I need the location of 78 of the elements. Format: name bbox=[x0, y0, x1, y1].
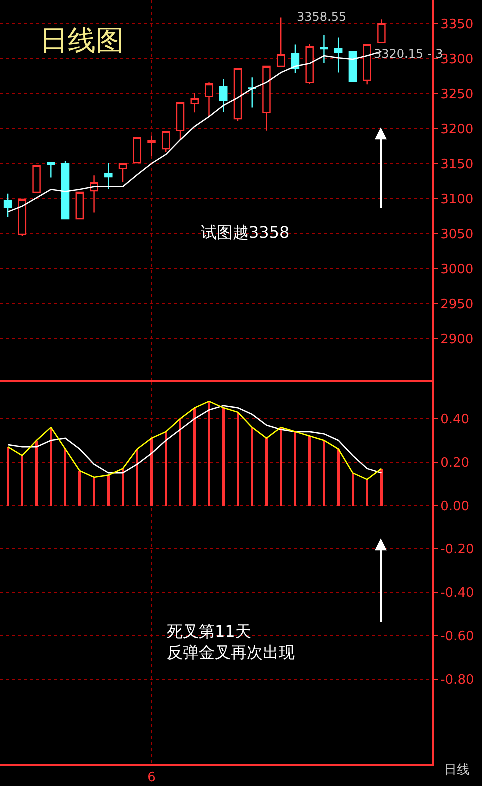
y-tick-label: 3150 bbox=[440, 157, 474, 172]
bar bbox=[237, 412, 239, 506]
bar bbox=[265, 438, 268, 506]
candlestick bbox=[32, 165, 41, 194]
bar bbox=[337, 449, 340, 506]
candlestick bbox=[363, 44, 372, 86]
bar bbox=[122, 469, 124, 506]
bar bbox=[352, 473, 354, 506]
annotation: 试图越3358 bbox=[201, 223, 290, 242]
candlestick bbox=[320, 34, 328, 64]
candlestick bbox=[205, 82, 214, 118]
bar bbox=[50, 428, 52, 506]
candlestick bbox=[118, 163, 128, 183]
y-tick-label: 3300 bbox=[440, 52, 474, 68]
bar bbox=[21, 456, 23, 506]
candlestick bbox=[18, 198, 27, 238]
y-tick-label: -0.60 bbox=[440, 629, 474, 644]
candlestick bbox=[176, 102, 185, 141]
y-tick-label: -0.20 bbox=[440, 542, 474, 558]
y-tick-label: 0.20 bbox=[440, 456, 470, 471]
annotation: 3358.55 bbox=[297, 10, 347, 24]
candlestick bbox=[348, 50, 358, 82]
candlestick bbox=[234, 68, 242, 122]
y-tick-label: 3350 bbox=[440, 17, 474, 32]
bar bbox=[251, 428, 253, 506]
candlestick bbox=[133, 137, 142, 164]
x-tick-label: 6 bbox=[148, 770, 156, 786]
candlestick bbox=[104, 162, 113, 190]
bar bbox=[222, 408, 225, 506]
candlestick bbox=[162, 130, 170, 154]
candlestick bbox=[4, 193, 12, 218]
candlestick bbox=[148, 135, 156, 157]
candlestick bbox=[306, 43, 314, 85]
y-tick-label: 3200 bbox=[440, 122, 474, 138]
bar bbox=[93, 478, 95, 506]
candlestick bbox=[262, 66, 271, 132]
y-tick-label: 2900 bbox=[440, 332, 474, 348]
bar bbox=[179, 419, 181, 506]
candlestick bbox=[47, 162, 56, 178]
y-tick-label: 0.00 bbox=[440, 499, 470, 514]
candlestick bbox=[378, 19, 386, 44]
bar bbox=[366, 480, 368, 506]
candlestick bbox=[61, 160, 70, 220]
y-tick-label: -0.80 bbox=[440, 672, 474, 688]
text: 日线 bbox=[444, 763, 470, 778]
bar bbox=[380, 469, 383, 506]
candlestick bbox=[220, 78, 228, 113]
candlestick bbox=[334, 37, 343, 74]
text: 日线图 bbox=[40, 24, 124, 57]
y-tick-label: 3050 bbox=[440, 227, 474, 242]
y-tick-label: 3000 bbox=[440, 262, 474, 278]
annotation: 死叉第11天 bbox=[167, 622, 252, 641]
y-tick-label: 3100 bbox=[440, 192, 474, 208]
bar bbox=[64, 449, 66, 506]
candlestick bbox=[276, 17, 286, 68]
y-tick-label: 2950 bbox=[440, 297, 474, 312]
bar bbox=[136, 449, 138, 506]
candlestick bbox=[248, 77, 256, 108]
bar bbox=[323, 441, 325, 506]
bar bbox=[35, 441, 38, 506]
y-tick-label: 3250 bbox=[440, 87, 474, 102]
bar bbox=[78, 471, 81, 506]
y-tick-label: -0.40 bbox=[440, 586, 474, 602]
bar bbox=[165, 432, 167, 506]
bar bbox=[7, 447, 9, 506]
annotation: 反弹金叉再次出现 bbox=[167, 643, 295, 662]
bar bbox=[280, 428, 282, 506]
annotation: 3320.15 - 3 bbox=[374, 47, 444, 61]
candlestick bbox=[76, 192, 84, 220]
bar bbox=[308, 436, 311, 506]
bar bbox=[150, 438, 153, 506]
bar bbox=[107, 475, 110, 506]
bar bbox=[294, 432, 296, 506]
candlestick bbox=[190, 92, 199, 114]
bar bbox=[193, 408, 196, 506]
y-tick-label: 0.40 bbox=[440, 412, 470, 428]
candlestick bbox=[90, 175, 98, 214]
bar bbox=[208, 402, 210, 506]
